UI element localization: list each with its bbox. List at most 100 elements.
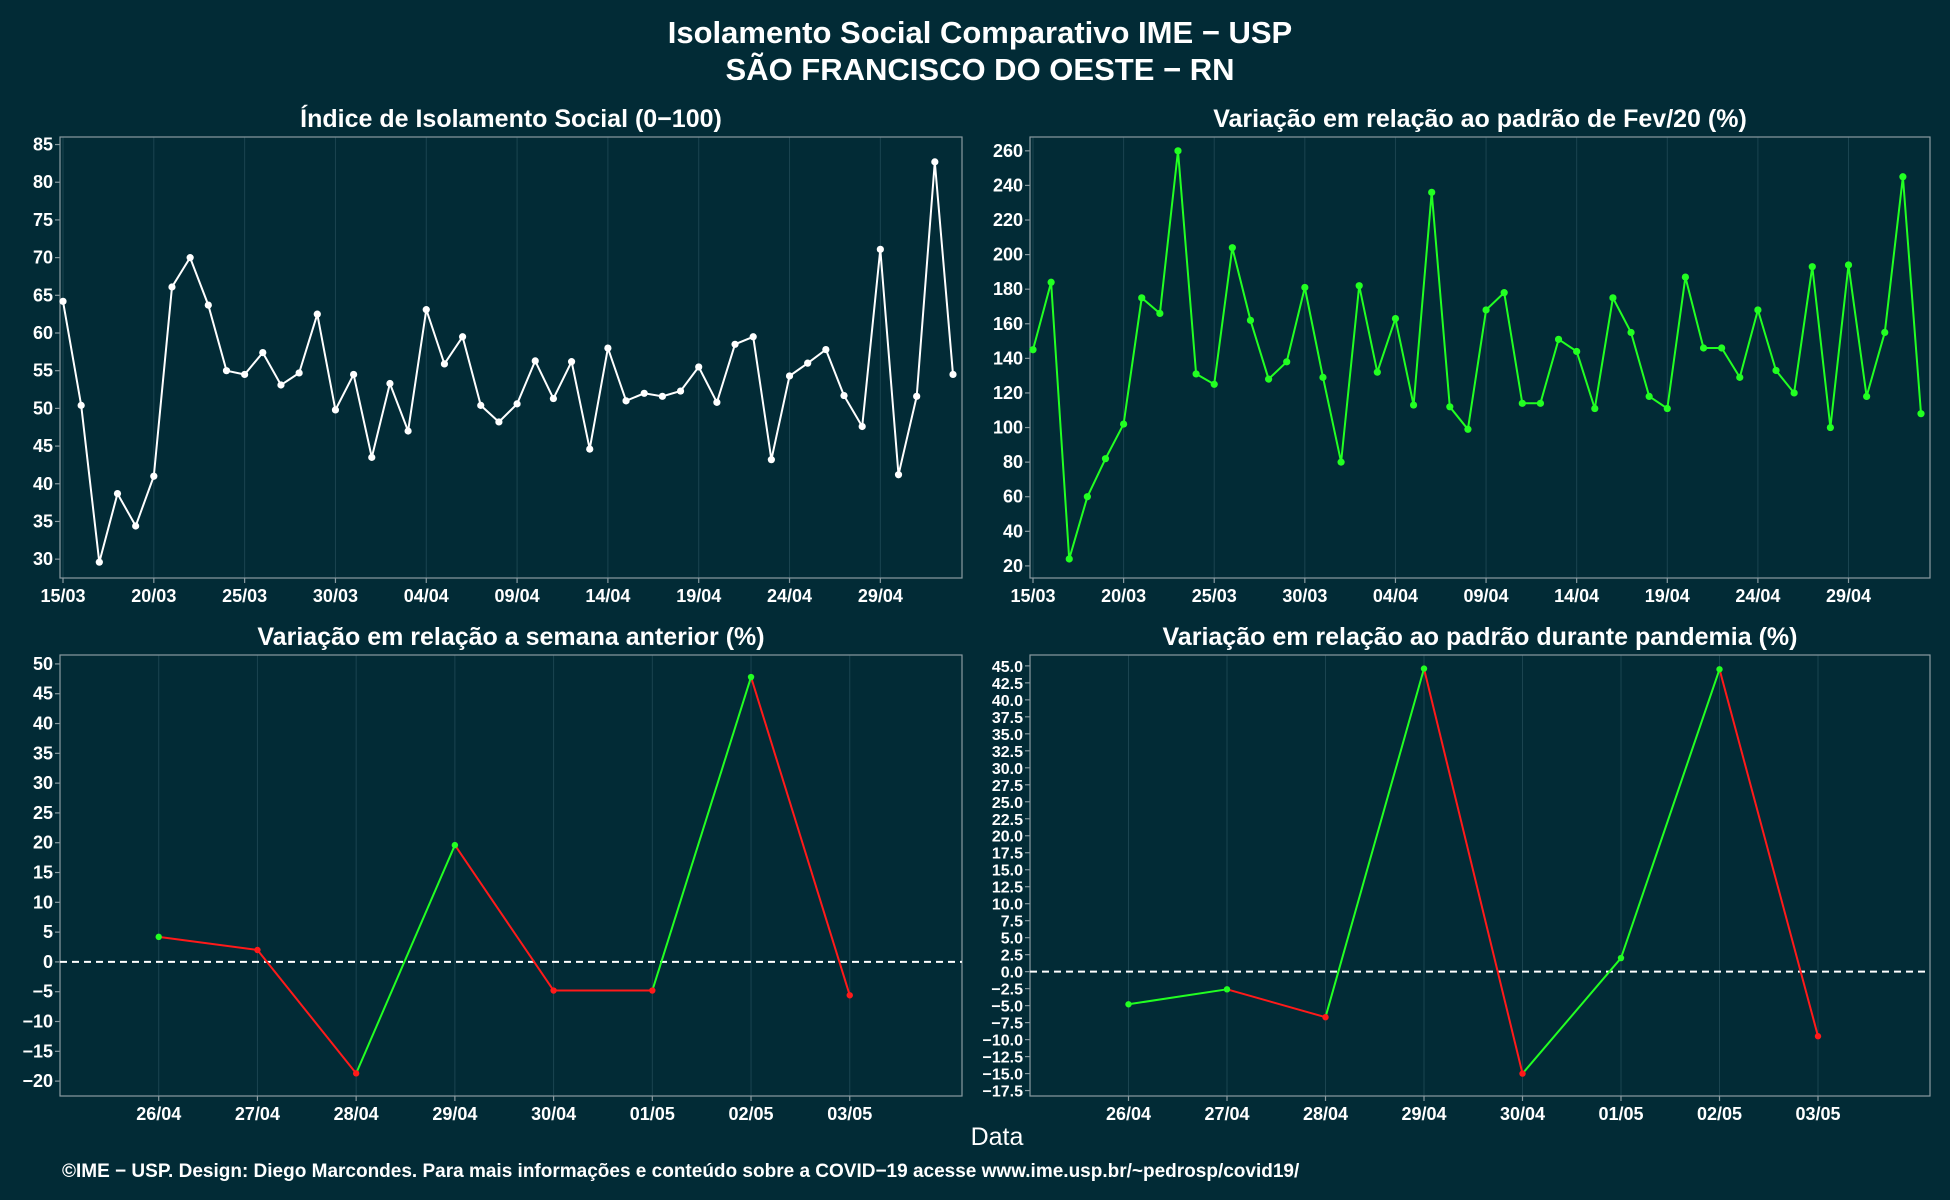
y-tick-label: 10.0 bbox=[992, 897, 1023, 914]
y-tick-label: 65 bbox=[33, 285, 53, 305]
series-line bbox=[62, 161, 954, 563]
y-tick-label: 35 bbox=[33, 743, 53, 763]
data-point bbox=[458, 333, 467, 341]
y-tick-label: −10.0 bbox=[983, 1033, 1024, 1050]
data-point bbox=[150, 472, 158, 480]
data-point bbox=[1863, 392, 1871, 401]
y-tick-label: 15.0 bbox=[992, 863, 1023, 880]
panel-title: Variação em relação a semana anterior (%… bbox=[257, 623, 764, 651]
y-tick-label: −17.5 bbox=[983, 1084, 1024, 1101]
data-point bbox=[331, 406, 340, 414]
y-tick-label: 75 bbox=[33, 210, 53, 230]
x-tick-label: 29/04 bbox=[858, 586, 903, 606]
data-point bbox=[1428, 188, 1436, 196]
data-point bbox=[804, 359, 812, 367]
series-segment bbox=[1718, 669, 1819, 1037]
series-segment bbox=[355, 844, 456, 1074]
data-point bbox=[747, 673, 755, 681]
x-tick-label: 14/04 bbox=[585, 586, 630, 606]
y-tick-label: 10 bbox=[33, 892, 53, 912]
y-tick-label: 37.5 bbox=[992, 710, 1023, 727]
x-tick-label: 30/03 bbox=[1282, 586, 1327, 606]
data-point bbox=[1554, 335, 1563, 343]
data-point bbox=[59, 297, 67, 305]
data-point bbox=[1355, 282, 1363, 290]
data-point bbox=[1228, 244, 1236, 252]
y-tick-label: 60 bbox=[33, 323, 53, 343]
y-tick-label: 30 bbox=[33, 773, 53, 793]
x-tick-label: 20/03 bbox=[131, 586, 176, 606]
series-segment bbox=[1128, 988, 1228, 1006]
data-point bbox=[1446, 403, 1454, 411]
data-point bbox=[1283, 358, 1291, 366]
x-tick-label: 04/04 bbox=[1373, 586, 1418, 606]
y-tick-label: 70 bbox=[33, 248, 53, 268]
x-tick-label: 15/03 bbox=[1010, 586, 1055, 606]
y-tick-label: 2.5 bbox=[1001, 948, 1023, 965]
footer-credit: ©IME − USP. Design: Diego Marcondes. Par… bbox=[62, 1161, 1300, 1182]
y-tick-label: 180 bbox=[993, 279, 1023, 299]
y-tick-label: 7.5 bbox=[1001, 914, 1023, 931]
data-point bbox=[1156, 309, 1164, 317]
data-point bbox=[658, 392, 666, 400]
data-point bbox=[1808, 263, 1816, 271]
data-point bbox=[451, 841, 459, 849]
data-point bbox=[1899, 173, 1907, 181]
data-point bbox=[913, 392, 921, 400]
y-tick-label: 50 bbox=[33, 654, 53, 674]
data-point bbox=[1065, 555, 1073, 563]
data-point bbox=[1120, 420, 1128, 428]
data-point bbox=[1125, 1001, 1132, 1008]
data-point bbox=[1627, 328, 1635, 337]
data-point bbox=[1482, 306, 1490, 314]
y-tick-label: 27.5 bbox=[992, 778, 1023, 795]
data-point bbox=[1814, 1033, 1822, 1040]
data-point bbox=[586, 445, 594, 453]
data-point bbox=[1645, 392, 1653, 401]
x-tick-label: 24/04 bbox=[767, 586, 812, 606]
x-tick-label: 27/04 bbox=[235, 1104, 280, 1124]
data-point bbox=[222, 367, 231, 375]
y-tick-label: 45 bbox=[33, 684, 53, 704]
y-tick-label: −12.5 bbox=[983, 1050, 1024, 1067]
data-point bbox=[1192, 370, 1200, 378]
data-point bbox=[894, 471, 903, 479]
data-point bbox=[295, 369, 303, 377]
y-tick-label: −10 bbox=[22, 1012, 53, 1032]
data-point bbox=[95, 558, 103, 566]
y-tick-label: 12.5 bbox=[992, 880, 1023, 897]
data-point bbox=[731, 340, 739, 348]
data-point bbox=[495, 418, 503, 426]
x-tick-label: 04/04 bbox=[404, 586, 449, 606]
series-segment bbox=[651, 676, 752, 991]
data-point bbox=[949, 370, 957, 379]
y-tick-label: −20 bbox=[22, 1071, 53, 1091]
data-point bbox=[113, 489, 122, 498]
data-point bbox=[1420, 665, 1428, 672]
data-point bbox=[1754, 306, 1762, 314]
data-point bbox=[1716, 666, 1723, 673]
series-segment bbox=[1620, 668, 1721, 959]
panel-title: Variação em relação ao padrão de Fev/20 … bbox=[1213, 105, 1747, 133]
chart-panel-3: Variação em relação a semana anterior (%… bbox=[22, 623, 963, 1124]
data-point bbox=[822, 345, 830, 354]
series-segment bbox=[454, 844, 555, 992]
panel-title: Índice de Isolamento Social (0−100) bbox=[300, 104, 722, 133]
data-point bbox=[1609, 294, 1617, 302]
data-point bbox=[1337, 458, 1345, 466]
y-tick-label: 140 bbox=[993, 348, 1023, 368]
x-tick-label: 02/05 bbox=[1697, 1104, 1742, 1124]
data-point bbox=[567, 358, 576, 366]
y-tick-label: −2.5 bbox=[991, 982, 1023, 999]
data-point bbox=[1591, 404, 1599, 413]
y-tick-label: 5.0 bbox=[1001, 931, 1023, 948]
data-point bbox=[1409, 401, 1418, 409]
y-tick-label: 42.5 bbox=[992, 676, 1023, 693]
data-point bbox=[1573, 347, 1581, 356]
data-point bbox=[241, 370, 249, 379]
y-tick-label: 40 bbox=[33, 474, 53, 494]
data-point bbox=[1518, 399, 1526, 407]
data-point bbox=[1246, 316, 1255, 324]
data-point bbox=[1826, 423, 1834, 432]
